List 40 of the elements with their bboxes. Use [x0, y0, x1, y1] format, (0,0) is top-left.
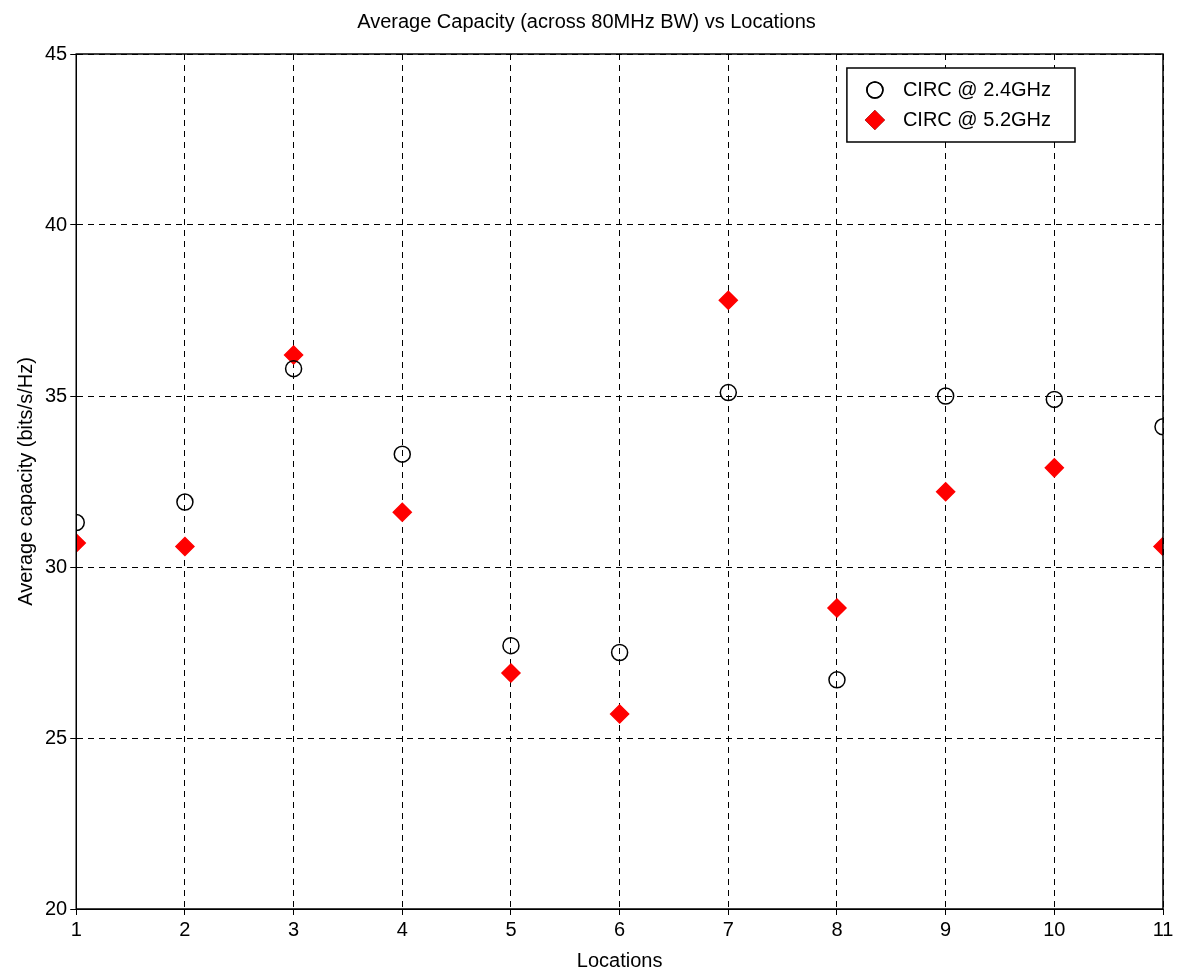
point	[1045, 390, 1064, 409]
y-tick-label: 35	[45, 383, 68, 406]
legend-label: CIRC @ 2.4GHz	[902, 77, 1051, 100]
x-tick-label: 11	[1152, 917, 1174, 940]
x-tick-label: 9	[940, 917, 952, 940]
point	[392, 502, 413, 523]
point	[283, 345, 304, 365]
x-tick-label: 2	[179, 917, 191, 940]
y-axis-title: Average capacity (bits/s/Hz)	[13, 357, 36, 606]
point	[718, 290, 739, 310]
point	[828, 671, 846, 689]
point	[176, 493, 194, 511]
x-tick-label: 10	[1043, 917, 1066, 940]
point	[502, 636, 520, 655]
point	[284, 359, 303, 378]
point	[935, 482, 956, 502]
y-tick-label: 30	[45, 554, 68, 577]
x-tick-label: 6	[614, 917, 626, 940]
x-tick-label: 1	[70, 917, 82, 940]
x-tick-label: 4	[396, 917, 408, 940]
point	[393, 445, 412, 463]
x-tick-label: 5	[505, 917, 517, 940]
x-tick-label: 7	[722, 917, 734, 940]
x-tick-label: 8	[831, 917, 843, 940]
point	[719, 383, 738, 402]
y-tick-label: 20	[45, 896, 68, 919]
point	[1044, 458, 1065, 478]
x-tick-label: 3	[288, 917, 300, 940]
legend-label: CIRC @ 5.2GHz	[902, 107, 1051, 130]
point	[609, 704, 630, 724]
y-tick-label: 25	[45, 725, 68, 748]
y-tick-label: 45	[45, 41, 68, 64]
point	[175, 536, 195, 557]
point	[936, 387, 955, 405]
chart-title: Average Capacity (across 80MHz BW) vs Locations	[357, 9, 816, 32]
y-tick-label: 40	[45, 212, 68, 235]
x-axis-title: Locations	[576, 948, 663, 971]
point	[501, 663, 521, 683]
point	[610, 643, 629, 662]
point	[827, 598, 847, 618]
